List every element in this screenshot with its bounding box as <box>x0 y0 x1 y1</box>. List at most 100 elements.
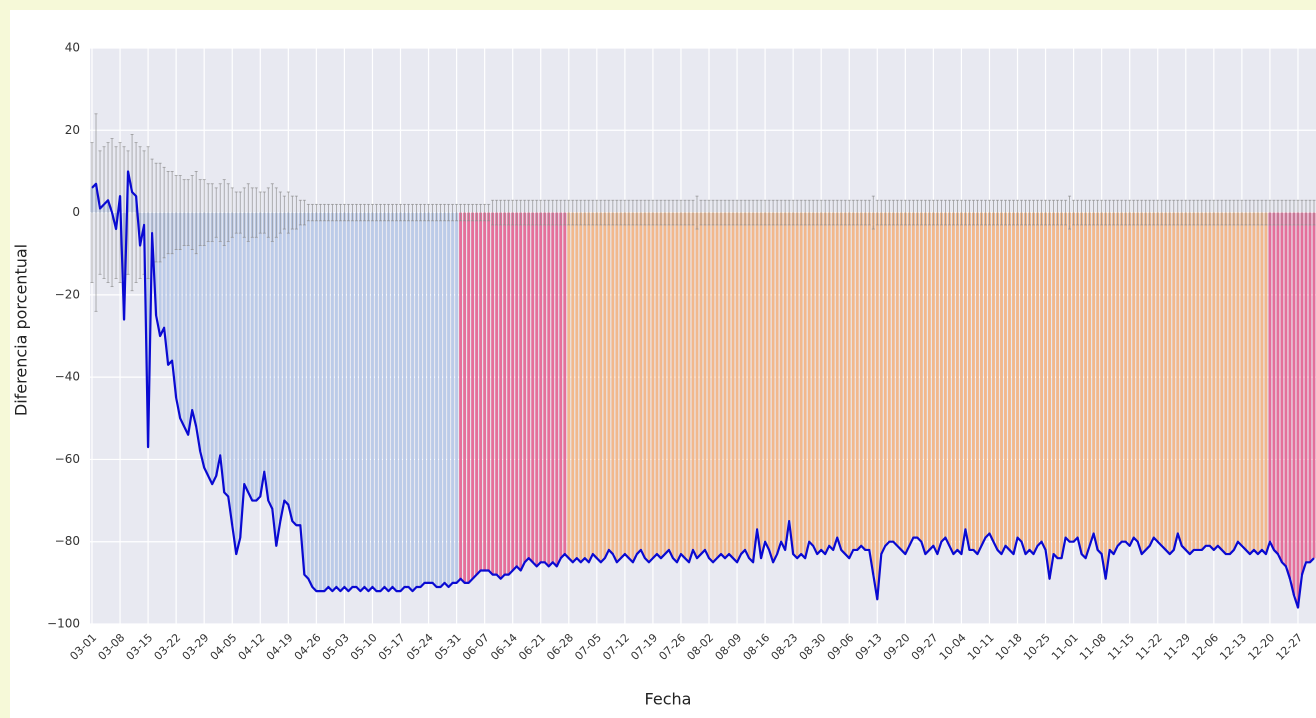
x-tick-label: 12-06 <box>1189 631 1221 663</box>
x-tick-label: 11-22 <box>1133 631 1165 663</box>
bar <box>727 212 731 555</box>
bar <box>399 212 402 592</box>
bar <box>1244 212 1248 550</box>
bar <box>855 212 859 550</box>
bar <box>1312 212 1316 559</box>
x-tick-label: 04-26 <box>292 631 324 663</box>
bar <box>867 212 871 550</box>
bar <box>443 212 447 583</box>
bar <box>695 212 699 559</box>
bar <box>371 212 374 587</box>
bar <box>407 212 410 587</box>
x-tick-label: 10-11 <box>965 631 997 663</box>
bar <box>751 212 755 563</box>
bar <box>807 212 811 542</box>
bar <box>783 212 787 550</box>
bar <box>314 212 318 592</box>
x-tick-label: 08-09 <box>713 631 745 663</box>
bar <box>431 212 435 583</box>
bar <box>747 212 751 559</box>
x-tick-label: 04-19 <box>264 631 296 663</box>
bar <box>827 212 831 546</box>
bar <box>1108 212 1112 550</box>
bar <box>659 212 663 559</box>
bar <box>258 212 262 497</box>
bar <box>699 212 703 555</box>
bar <box>202 212 206 468</box>
bar <box>519 212 523 571</box>
bar <box>1196 212 1200 550</box>
bar <box>415 212 418 587</box>
bar <box>931 212 935 546</box>
bar <box>859 212 863 546</box>
bar <box>871 212 875 575</box>
bar <box>1152 212 1156 538</box>
bar <box>1104 212 1108 579</box>
bar <box>503 212 507 575</box>
x-axis-label: Fecha <box>645 690 692 709</box>
x-tick-label: 10-04 <box>937 631 969 663</box>
bar <box>435 212 439 587</box>
bar <box>210 212 214 485</box>
bar <box>703 212 707 550</box>
bar <box>559 212 563 559</box>
bar <box>286 212 290 505</box>
bar <box>988 212 991 534</box>
bar <box>1040 212 1043 542</box>
bar <box>1008 212 1011 550</box>
bar <box>507 212 511 575</box>
bar <box>739 212 743 555</box>
bar <box>214 212 218 476</box>
bar <box>667 212 671 550</box>
y-tick-label: 20 <box>65 123 80 137</box>
bar <box>939 212 943 542</box>
bar <box>980 212 983 546</box>
x-tick-label: 03-15 <box>124 631 156 663</box>
bar <box>607 212 611 550</box>
bar <box>887 212 891 542</box>
bar <box>262 212 266 472</box>
bar <box>523 212 527 563</box>
bar <box>1084 212 1088 559</box>
bar <box>310 212 314 587</box>
bar <box>1136 212 1140 542</box>
bar <box>1112 212 1116 555</box>
x-tick-label: 03-01 <box>67 631 99 663</box>
x-tick-label: 06-21 <box>516 631 548 663</box>
bar <box>1120 212 1124 542</box>
bar <box>963 212 967 530</box>
bar <box>795 212 799 559</box>
bar <box>350 212 354 587</box>
bar <box>463 212 467 583</box>
bar <box>895 212 899 546</box>
bar <box>591 212 595 555</box>
x-tick-label: 06-14 <box>488 631 520 663</box>
bar <box>1280 212 1284 563</box>
bar <box>146 212 150 448</box>
x-tick-label: 11-08 <box>1077 631 1109 663</box>
bar <box>879 212 883 555</box>
bar <box>947 212 951 546</box>
figure: −100 −80 −60 −40 −20 0 20 40 03-01 03-08 03-15 03-2… <box>10 10 1316 718</box>
bar <box>451 212 455 583</box>
bar <box>527 212 531 559</box>
x-tick-label: 05-03 <box>320 631 352 663</box>
bar <box>459 212 463 579</box>
x-tick-label: 05-17 <box>376 631 408 663</box>
bar <box>294 212 298 526</box>
x-tick-label: 03-22 <box>152 631 184 663</box>
x-tick-label: 09-06 <box>825 631 857 663</box>
bar <box>755 212 759 530</box>
bar <box>1180 212 1184 546</box>
bar <box>1172 212 1176 550</box>
bar <box>158 212 162 336</box>
bar <box>242 212 246 485</box>
bar <box>1200 212 1204 550</box>
bar <box>1160 212 1164 546</box>
x-tick-label: 11-01 <box>1049 631 1081 663</box>
bar <box>162 212 166 328</box>
x-tick-label: 12-20 <box>1245 631 1277 663</box>
bar <box>302 212 306 575</box>
x-tick-label: 12-13 <box>1217 631 1249 663</box>
